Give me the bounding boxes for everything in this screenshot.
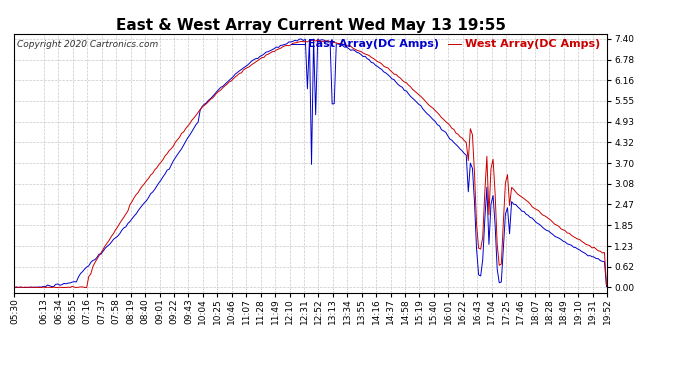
East Array(DC Amps) bbox=[602, 285, 611, 289]
East Array(DC Amps) bbox=[10, 285, 19, 290]
East Array(DC Amps) bbox=[309, 37, 317, 41]
West Array(DC Amps) bbox=[62, 285, 70, 290]
West Array(DC Amps) bbox=[520, 196, 528, 201]
East Array(DC Amps) bbox=[553, 235, 561, 240]
East Array(DC Amps) bbox=[520, 209, 528, 214]
East Array(DC Amps) bbox=[311, 112, 319, 117]
Title: East & West Array Current Wed May 13 19:55: East & West Array Current Wed May 13 19:… bbox=[115, 18, 506, 33]
West Array(DC Amps) bbox=[534, 208, 542, 213]
Line: East Array(DC Amps): East Array(DC Amps) bbox=[14, 39, 607, 288]
Legend: East Array(DC Amps), West Array(DC Amps): East Array(DC Amps), West Array(DC Amps) bbox=[287, 35, 604, 54]
East Array(DC Amps) bbox=[62, 282, 70, 286]
Line: West Array(DC Amps): West Array(DC Amps) bbox=[14, 40, 607, 288]
East Array(DC Amps) bbox=[509, 202, 518, 207]
East Array(DC Amps) bbox=[534, 222, 542, 226]
West Array(DC Amps) bbox=[313, 38, 322, 42]
West Array(DC Amps) bbox=[10, 285, 19, 290]
West Array(DC Amps) bbox=[553, 223, 561, 228]
West Array(DC Amps) bbox=[509, 187, 518, 192]
West Array(DC Amps) bbox=[602, 284, 611, 288]
West Array(DC Amps) bbox=[309, 38, 317, 42]
Text: Copyright 2020 Cartronics.com: Copyright 2020 Cartronics.com bbox=[17, 40, 158, 49]
